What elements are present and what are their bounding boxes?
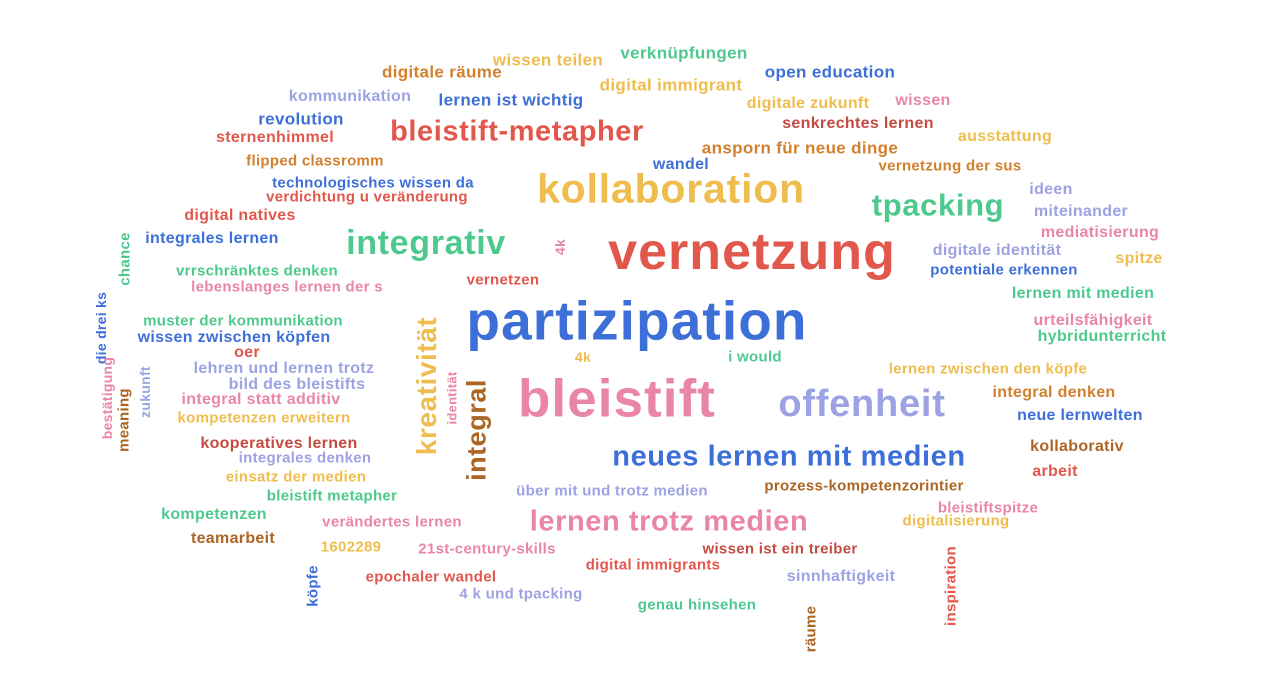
- cloud-word: neue lernwelten: [1017, 407, 1143, 424]
- cloud-word: verändertes lernen: [322, 513, 462, 531]
- cloud-word: zukunft: [137, 366, 153, 418]
- cloud-word: 1602289: [320, 538, 382, 556]
- cloud-word: lernen zwischen den köpfe: [888, 360, 1088, 378]
- cloud-word: bestätigung: [99, 356, 115, 440]
- cloud-word: arbeit: [1032, 463, 1078, 480]
- cloud-word: integrales denken: [238, 449, 372, 467]
- cloud-word: identität: [444, 371, 460, 425]
- cloud-word: lernen ist wichtig: [438, 90, 584, 110]
- cloud-word: potentiale erkennen: [930, 261, 1078, 279]
- cloud-word: senkrechtes lernen: [782, 115, 934, 132]
- cloud-word: sinnhaftigkeit: [786, 568, 896, 585]
- cloud-word: lernen mit medien: [1011, 285, 1155, 302]
- cloud-word: 4k: [552, 238, 568, 256]
- cloud-word: sternenhimmel: [216, 129, 334, 146]
- cloud-word: inspiration: [942, 546, 960, 626]
- cloud-word: digitale räume: [381, 62, 503, 82]
- cloud-word: wissen teilen: [492, 50, 604, 70]
- cloud-word: i would: [728, 348, 782, 366]
- cloud-word: kollaboration: [536, 165, 806, 212]
- cloud-word: die drei ks: [93, 291, 109, 365]
- cloud-word: spitze: [1115, 250, 1163, 267]
- cloud-word: open education: [764, 62, 896, 82]
- cloud-word: 4 k und tpacking: [459, 585, 583, 603]
- cloud-word: miteinander: [1033, 203, 1129, 220]
- cloud-word: neues lernen mit medien: [612, 440, 966, 473]
- cloud-word: digitale identität: [932, 242, 1062, 259]
- cloud-word: integrativ: [346, 224, 506, 262]
- cloud-word: bleistiftspitze: [937, 499, 1039, 517]
- cloud-word: ausstattung: [957, 128, 1053, 145]
- cloud-word: oer: [234, 344, 260, 361]
- cloud-word: integral denken: [992, 384, 1116, 401]
- cloud-word: vernetzen: [466, 271, 540, 289]
- cloud-word: meaning: [115, 388, 133, 452]
- cloud-word: über mit und trotz medien: [516, 482, 708, 500]
- cloud-word: epochaler wandel: [365, 568, 497, 586]
- cloud-word: kompetenzen: [161, 506, 267, 523]
- cloud-word: wandel: [652, 156, 710, 173]
- cloud-word: kollaborativ: [1030, 438, 1124, 455]
- cloud-word: digital natives: [184, 207, 296, 224]
- cloud-word: verdichtung u veränderung: [266, 188, 468, 206]
- cloud-word: flipped classromm: [246, 152, 384, 170]
- cloud-word: bild des bleistifts: [228, 376, 366, 393]
- cloud-word: urteilsfähigkeit: [1033, 312, 1153, 329]
- cloud-word: muster der kommunikation: [143, 312, 343, 330]
- cloud-word: 21st-century-skills: [418, 540, 556, 558]
- cloud-word: digitale zukunft: [746, 95, 870, 112]
- cloud-word: digital immigrant: [599, 75, 743, 95]
- cloud-word: teamarbeit: [190, 530, 276, 547]
- cloud-word: offenheit: [778, 383, 946, 425]
- cloud-word: wissen: [895, 92, 951, 109]
- cloud-word: lehren und lernen trotz: [193, 360, 375, 377]
- cloud-word: kompetenzen erweitern: [177, 409, 351, 427]
- cloud-word: räume: [802, 605, 820, 653]
- cloud-word: vrrschränktes denken: [176, 262, 338, 280]
- cloud-word: verknüpfungen: [620, 43, 748, 63]
- cloud-word: bleistift-metapher: [390, 115, 644, 148]
- cloud-word: hybridunterricht: [1037, 328, 1167, 345]
- cloud-word: integral statt additiv: [181, 391, 341, 408]
- cloud-word: wissen ist ein treiber: [702, 540, 858, 558]
- cloud-word: digitalisierung: [902, 512, 1010, 530]
- cloud-word: kreativität: [411, 316, 442, 456]
- cloud-word: ansporn für neue dinge: [701, 138, 899, 158]
- cloud-word: partizipation: [466, 289, 808, 352]
- cloud-word: genau hinsehen: [637, 596, 757, 614]
- cloud-word: ideen: [1029, 181, 1073, 198]
- cloud-word: mediatisierung: [1040, 224, 1160, 241]
- cloud-word: digital immigrants: [585, 556, 721, 574]
- cloud-word: chance: [116, 232, 134, 286]
- cloud-word: bleistift metapher: [266, 487, 398, 505]
- cloud-word: revolution: [258, 109, 344, 129]
- cloud-word: integral: [461, 379, 492, 481]
- cloud-word: integrales lernen: [145, 230, 279, 247]
- cloud-word: einsatz der medien: [225, 468, 367, 486]
- cloud-word: kooperatives lernen: [200, 435, 358, 452]
- cloud-word: wissen zwischen köpfen: [137, 329, 331, 346]
- cloud-word: technologisches wissen da: [272, 174, 474, 192]
- cloud-word: lebenslanges lernen der s: [191, 278, 383, 296]
- cloud-word: prozess-kompetenzorintier: [764, 477, 964, 495]
- cloud-word: vernetzung der sus: [878, 157, 1022, 175]
- cloud-word: vernetzung: [608, 223, 896, 281]
- cloud-word: tpacking: [871, 187, 1005, 223]
- cloud-word: bleistift: [518, 369, 716, 429]
- cloud-word: 4k: [574, 349, 592, 365]
- cloud-word: köpfe: [304, 565, 322, 607]
- cloud-word: lernen trotz medien: [529, 505, 809, 538]
- cloud-word: kommunikation: [288, 88, 412, 105]
